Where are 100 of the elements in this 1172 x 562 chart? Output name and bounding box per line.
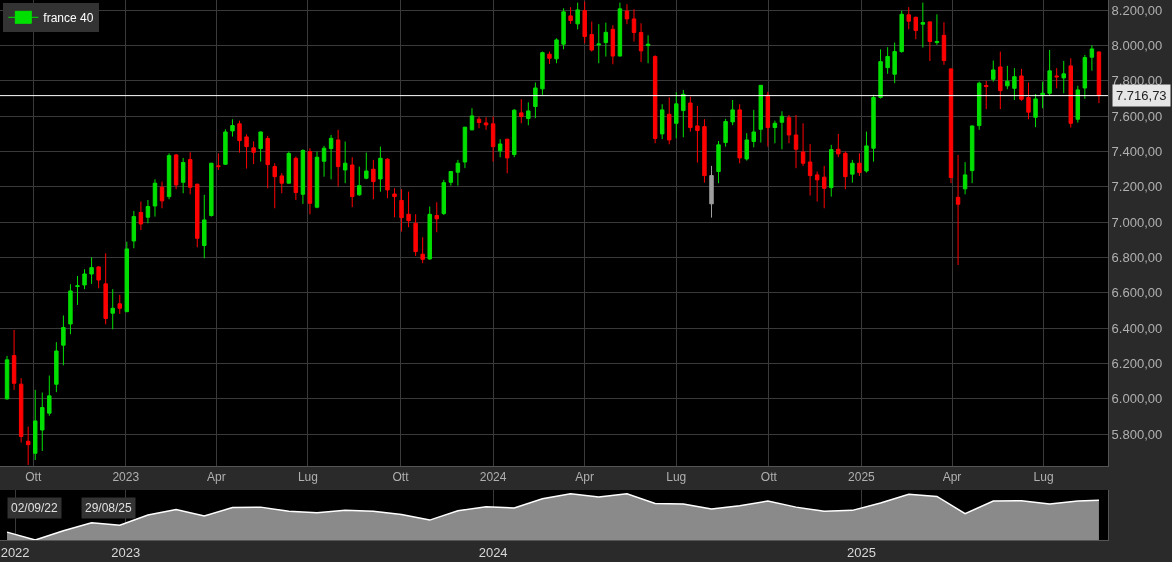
candlestick — [920, 2, 926, 49]
candlestick — [1040, 81, 1045, 109]
candlestick — [575, 2, 580, 30]
y-tick-label: 7.600,00 — [1111, 108, 1163, 124]
candlestick — [674, 91, 679, 139]
candlestick — [392, 187, 397, 218]
candlestick — [526, 101, 531, 126]
candlestick — [976, 81, 982, 131]
candlestick — [244, 133, 249, 170]
candlestick — [814, 171, 820, 203]
candlestick — [631, 8, 637, 43]
y-tick-label: 6.400,00 — [1111, 320, 1163, 336]
candlestick — [681, 89, 686, 138]
candlestick — [462, 126, 468, 169]
candlestick — [434, 201, 439, 233]
candlestick — [829, 144, 834, 198]
x-tick-label: Ott — [760, 470, 778, 485]
candlestick — [1061, 60, 1066, 94]
candlestick — [934, 13, 940, 46]
candlestick — [645, 34, 651, 64]
candlestick — [251, 140, 256, 165]
candlestick — [469, 107, 475, 131]
annotation: 29/08/25 — [85, 501, 133, 515]
candlestick — [483, 116, 489, 131]
candlestick — [589, 21, 594, 53]
x-tick-label: Lug — [297, 470, 318, 485]
candlestick — [716, 140, 721, 184]
candlestick — [998, 51, 1003, 110]
candlestick — [335, 129, 341, 188]
y-tick-label: 8.000,00 — [1111, 38, 1163, 54]
candlestick — [906, 6, 911, 30]
candlestick — [723, 118, 728, 148]
candlestick — [286, 151, 292, 185]
candlestick — [512, 108, 517, 158]
candlestick — [223, 128, 228, 166]
candlestick — [892, 42, 897, 84]
candlestick — [441, 179, 447, 216]
candlestick — [1075, 85, 1081, 124]
candlestick — [364, 152, 369, 180]
candlestick — [33, 389, 38, 461]
candlestick — [547, 51, 552, 65]
candlestick — [300, 148, 306, 205]
candlestick — [47, 375, 52, 417]
candlestick — [385, 157, 390, 199]
candlestick — [1054, 67, 1059, 89]
candlestick — [899, 10, 904, 54]
candlestick — [173, 153, 179, 190]
candlestick — [420, 236, 425, 264]
candlestick — [624, 3, 630, 25]
candlestick — [1082, 54, 1088, 100]
candlestick — [836, 133, 841, 158]
candlestick — [230, 118, 235, 138]
x-tick-label: 2025 — [848, 470, 876, 485]
candlestick — [758, 84, 764, 144]
candlestick — [603, 22, 609, 58]
candlestick — [540, 51, 545, 96]
candlestick — [821, 165, 827, 209]
candlestick — [61, 315, 66, 366]
candlestick — [131, 210, 137, 249]
candlestick — [195, 183, 200, 248]
candlestick — [357, 166, 362, 197]
candlestick — [1012, 67, 1017, 101]
candlestick — [293, 156, 299, 201]
candlestick — [209, 162, 214, 218]
candlestick — [110, 288, 115, 330]
candlestick — [709, 165, 714, 219]
candlestick — [371, 159, 376, 200]
annotation: 02/09/22 — [11, 501, 59, 515]
candlestick — [124, 241, 130, 313]
ref-line-label: 7.716,73 — [1116, 88, 1167, 103]
candlestick — [948, 68, 954, 184]
candlestick — [730, 99, 735, 126]
candlestick — [779, 110, 785, 150]
candlestick — [497, 138, 503, 158]
candlestick — [152, 178, 158, 218]
candlestick — [427, 206, 432, 261]
candlestick — [1096, 51, 1102, 104]
candlestick — [582, 1, 587, 44]
y-tick-label: 6.600,00 — [1111, 285, 1163, 301]
x-tick-label: Ott — [392, 470, 410, 485]
candlestick — [1047, 49, 1052, 97]
y-tick-label: 6.000,00 — [1111, 391, 1163, 407]
candlestick — [519, 98, 524, 124]
x-tick-label: 2024 — [478, 544, 508, 560]
candlestick — [504, 138, 510, 174]
y-tick-label: 7.400,00 — [1111, 144, 1163, 160]
candlestick — [871, 94, 876, 163]
candlestick — [75, 275, 80, 306]
candlestick — [610, 24, 616, 65]
candlestick — [25, 426, 31, 466]
candlestick — [533, 82, 538, 119]
x-tick-label: Lug — [1033, 470, 1054, 485]
candlestick — [138, 201, 144, 231]
x-tick-label: 2025 — [846, 544, 876, 560]
candlestick — [688, 96, 693, 133]
candlestick — [885, 46, 890, 75]
candlestick — [258, 131, 263, 163]
candlestick — [765, 91, 771, 148]
candlestick — [1068, 57, 1073, 129]
candlestick — [667, 96, 672, 145]
